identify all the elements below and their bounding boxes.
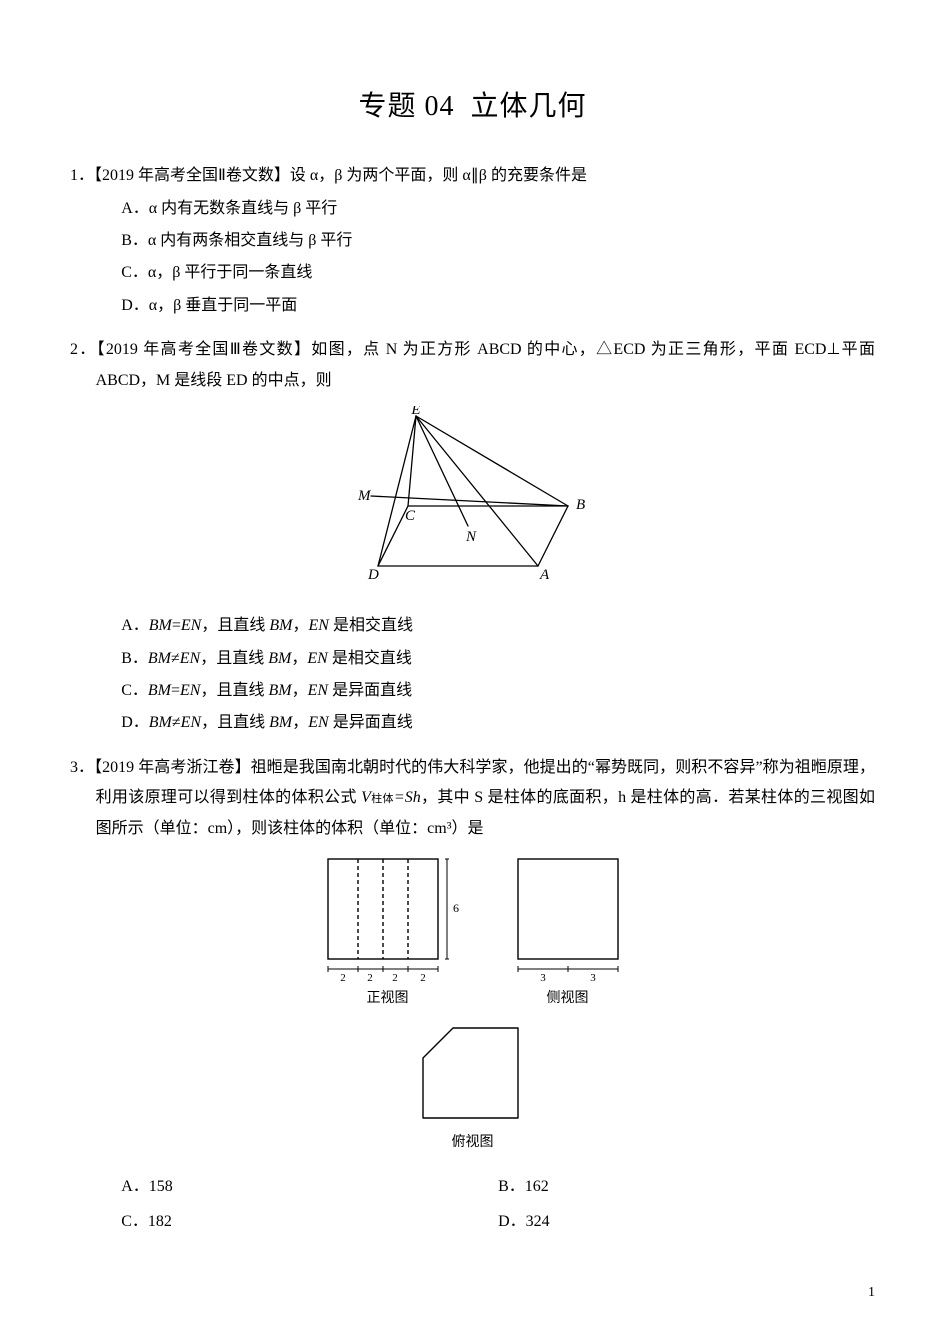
q2-text: 【2019 年高考全国Ⅲ卷文数】如图，点 N 为正方形 ABCD 的中心，△EC… [96,341,875,388]
front-caption: 正视图 [367,986,409,1013]
page-title: 专题 04 立体几何 [70,80,875,133]
fd1: 2 [367,972,373,984]
lbl-B: B [576,497,585,513]
q3-options: A．158 B．162 C．182 D．324 [70,1170,875,1239]
q1-option-d: D．α，β 垂直于同一平面 [121,291,875,321]
q3-number: 3． [70,759,94,776]
question-3: 3．【2019 年高考浙江卷】祖暅是我国南北朝时代的伟大科学家，他提出的“幂势既… [70,753,875,1239]
q2-option-b: B．BM≠EN，且直线 BM，EN 是相交直线 [121,644,875,674]
q2-number: 2． [70,341,97,358]
fd0: 2 [340,972,346,984]
q3-option-c: C．182 [121,1207,498,1237]
fd3: 2 [420,972,426,984]
side-view-svg: 3 3 [503,854,633,984]
side-view: 3 3 侧视图 [503,854,633,1013]
q3-figure: 6 2 2 2 2 [70,854,875,1156]
q2-figure: E M C B N D A [70,406,875,597]
sd1: 3 [590,972,596,984]
three-views-row1: 6 2 2 2 2 [70,854,875,1013]
question-2: 2．【2019 年高考全国Ⅲ卷文数】如图，点 N 为正方形 ABCD 的中心，△… [70,335,875,739]
q1-stem: 1．【2019 年高考全国Ⅱ卷文数】设 α，β 为两个平面，则 α∥β 的充要条… [70,161,875,191]
side-caption: 侧视图 [547,986,589,1013]
fd2: 2 [392,972,398,984]
q1-option-c: C．α，β 平行于同一条直线 [121,258,875,288]
sd0: 3 [540,972,546,984]
q2-options: A．BM=EN，且直线 BM，EN 是相交直线 B．BM≠EN，且直线 BM，E… [70,611,875,739]
q3-option-a: A．158 [121,1172,498,1202]
q3-option-d: D．324 [498,1207,875,1237]
front-view-svg: 6 2 2 2 2 [313,854,463,984]
question-1: 1．【2019 年高考全国Ⅱ卷文数】设 α，β 为两个平面，则 α∥β 的充要条… [70,161,875,321]
lbl-M: M [357,488,372,504]
lbl-D: D [367,567,379,583]
q3-formula-v: V [361,789,371,806]
q3-option-b: B．162 [498,1172,875,1202]
q1-text: 【2019 年高考全国Ⅱ卷文数】设 α，β 为两个平面，则 α∥β 的充要条件是 [94,167,587,184]
lbl-C: C [405,508,416,524]
page-number: 1 [868,1280,875,1307]
q3-stem: 3．【2019 年高考浙江卷】祖暅是我国南北朝时代的伟大科学家，他提出的“幂势既… [70,753,875,844]
lbl-N: N [465,529,477,545]
top-view-svg [408,1023,538,1128]
lbl-E: E [410,406,420,418]
q2-option-c: C．BM=EN，且直线 BM，EN 是异面直线 [121,676,875,706]
q2-option-d: D．BM≠EN，且直线 BM，EN 是异面直线 [121,708,875,738]
q1-option-b: B．α 内有两条相交直线与 β 平行 [121,226,875,256]
q3-formula-rhs: =Sh [394,789,421,806]
q3-formula-sub: 柱体 [371,793,394,805]
q1-number: 1． [70,167,94,184]
lbl-A: A [539,567,550,583]
front-h: 6 [453,901,459,915]
q2-stem: 2．【2019 年高考全国Ⅲ卷文数】如图，点 N 为正方形 ABCD 的中心，△… [70,335,875,396]
front-view: 6 2 2 2 2 [313,854,463,1013]
q2-option-a: A．BM=EN，且直线 BM，EN 是相交直线 [121,611,875,641]
top-view: 俯视图 [408,1023,538,1157]
three-views-row2: 俯视图 [70,1023,875,1157]
q1-option-a: A．α 内有无数条直线与 β 平行 [121,194,875,224]
q1-options: A．α 内有无数条直线与 β 平行 B．α 内有两条相交直线与 β 平行 C．α… [70,194,875,322]
q2-svg: E M C B N D A [338,406,608,586]
top-caption: 俯视图 [452,1130,494,1157]
